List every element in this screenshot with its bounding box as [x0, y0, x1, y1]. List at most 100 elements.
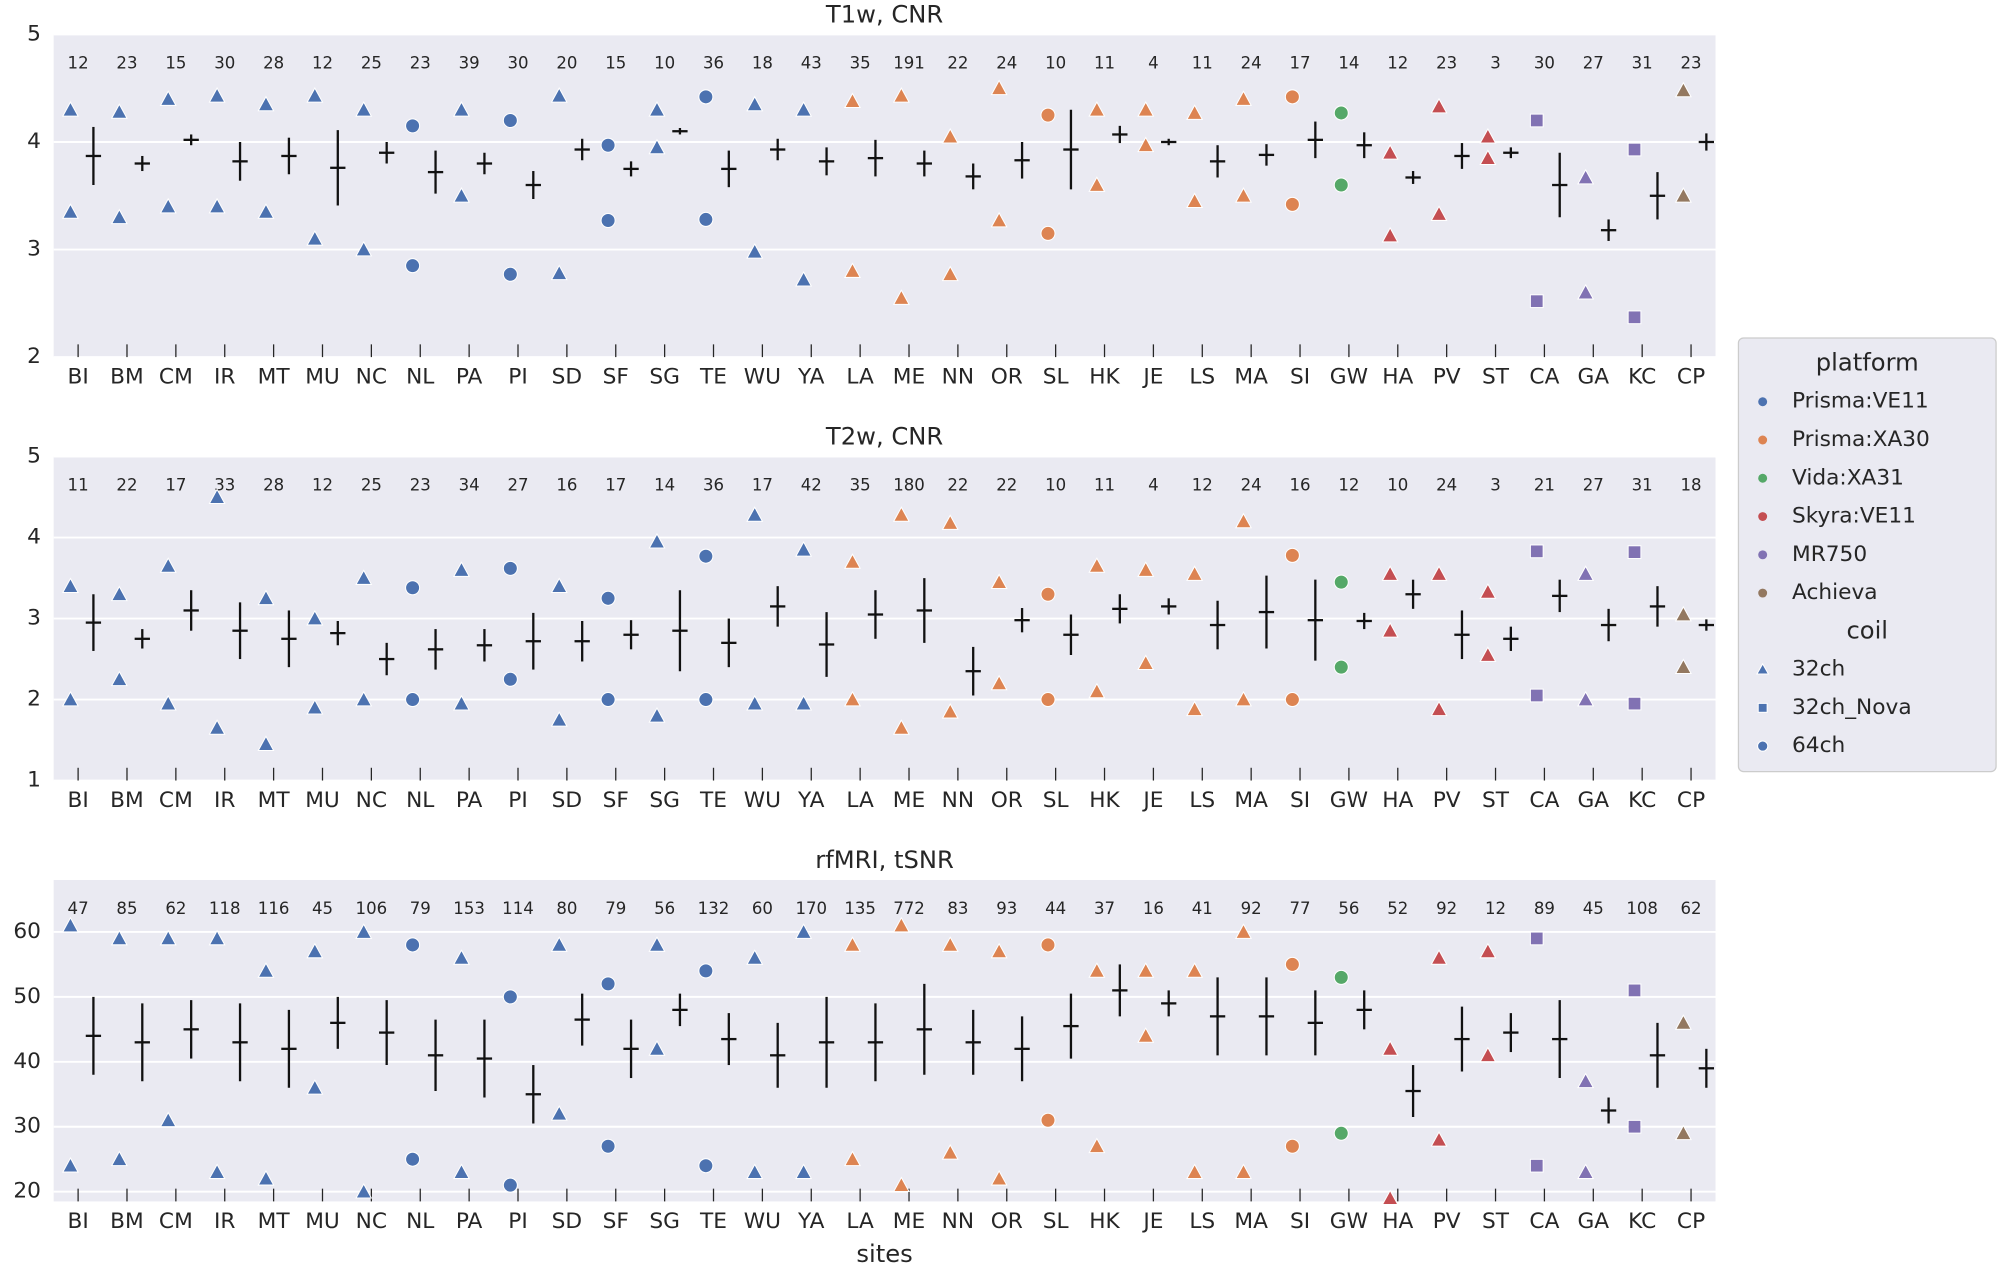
- count-label: 14: [654, 475, 675, 494]
- point: [648, 707, 666, 723]
- count-label: 24: [1436, 475, 1457, 494]
- plot-background: [53, 34, 1716, 358]
- x-tick-label: SL: [1043, 1209, 1069, 1234]
- x-tick-label: TE: [699, 788, 727, 813]
- point: [502, 112, 518, 129]
- point: [892, 506, 910, 522]
- point: [1040, 225, 1056, 241]
- x-tick-label: NN: [942, 1209, 974, 1234]
- x-tick-label: OR: [991, 788, 1023, 813]
- point: [746, 694, 764, 711]
- y-tick-label: 5: [27, 21, 41, 46]
- x-tick-label: OR: [991, 1209, 1023, 1234]
- y-tick-label: 3: [27, 237, 41, 262]
- x-tick-label: ME: [893, 1209, 925, 1234]
- x-tick-label: LA: [846, 365, 874, 390]
- point: [1479, 646, 1497, 662]
- x-tick-label: CP: [1677, 365, 1705, 390]
- point: [1284, 1138, 1300, 1154]
- point: [941, 702, 959, 719]
- point: [502, 560, 518, 576]
- count-label: 11: [68, 475, 89, 494]
- point: [843, 936, 861, 952]
- x-tick-label: CM: [159, 1209, 193, 1234]
- chart-title: T1w, CNR: [825, 0, 943, 28]
- point: [1479, 942, 1497, 959]
- point: [795, 270, 813, 287]
- legend-label: Prisma:XA30: [1792, 427, 1930, 452]
- point: [990, 674, 1008, 691]
- count-label: 10: [654, 53, 675, 72]
- point: [1529, 1158, 1544, 1173]
- count-label: 22: [116, 475, 137, 494]
- count-label: 92: [1436, 899, 1457, 918]
- legend-marker: [1758, 512, 1768, 521]
- count-label: 30: [1534, 53, 1555, 72]
- x-tick-label: HA: [1382, 788, 1413, 813]
- point: [1430, 949, 1448, 965]
- x-tick-label: GA: [1577, 1209, 1609, 1234]
- x-tick-label: PI: [508, 365, 527, 390]
- point: [1674, 658, 1692, 675]
- count-label: 25: [361, 53, 382, 72]
- point: [550, 264, 568, 281]
- point: [355, 101, 373, 117]
- x-tick-label: SD: [552, 365, 582, 390]
- point: [1381, 621, 1399, 638]
- point: [405, 580, 421, 596]
- point: [208, 197, 226, 214]
- point: [698, 211, 714, 227]
- point: [795, 923, 813, 939]
- point: [257, 735, 275, 751]
- point: [1186, 565, 1204, 581]
- legend-title: platform: [1816, 348, 1919, 376]
- count-label: 30: [214, 53, 235, 72]
- point: [1040, 692, 1056, 708]
- point: [1627, 545, 1642, 560]
- point: [61, 203, 79, 219]
- x-tick-label: SD: [552, 788, 582, 813]
- point: [1088, 557, 1106, 573]
- point: [257, 1169, 275, 1186]
- point: [648, 101, 666, 117]
- x-tick-label: SI: [1290, 788, 1310, 813]
- point: [1381, 144, 1399, 160]
- point: [110, 670, 128, 687]
- point: [1430, 205, 1448, 221]
- x-tick-label: MU: [305, 788, 340, 813]
- point: [61, 1156, 79, 1173]
- count-label: 10: [1387, 475, 1408, 494]
- point: [941, 1143, 959, 1160]
- x-tick-label: HK: [1089, 788, 1120, 813]
- point: [452, 561, 470, 577]
- point: [355, 923, 373, 939]
- count-label: 34: [459, 475, 480, 494]
- x-tick-label: SG: [649, 1209, 680, 1234]
- count-label: 80: [556, 899, 577, 918]
- x-tick-label: SL: [1043, 788, 1069, 813]
- point: [600, 976, 616, 992]
- point: [1137, 101, 1155, 117]
- count-label: 24: [996, 53, 1017, 72]
- y-tick-label: 20: [13, 1179, 41, 1204]
- point: [502, 266, 518, 282]
- x-tick-label: HA: [1382, 365, 1413, 390]
- x-tick-label: CM: [159, 365, 193, 390]
- chart-title: T2w, CNR: [825, 422, 943, 450]
- point: [1756, 662, 1770, 675]
- x-tick-label: BI: [67, 365, 88, 390]
- point: [110, 1150, 128, 1167]
- x-tick-label: LS: [1189, 365, 1215, 390]
- point: [1674, 1014, 1692, 1030]
- point: [1137, 962, 1155, 978]
- count-label: 11: [1192, 53, 1213, 72]
- x-tick-label: KC: [1628, 788, 1656, 813]
- x-tick-label: NN: [942, 788, 974, 813]
- count-label: 23: [410, 475, 431, 494]
- count-label: 62: [165, 899, 186, 918]
- count-label: 17: [605, 475, 626, 494]
- count-label: 18: [752, 53, 773, 72]
- point: [698, 692, 714, 708]
- count-label: 83: [947, 899, 968, 918]
- legend-label: 64ch: [1792, 733, 1845, 758]
